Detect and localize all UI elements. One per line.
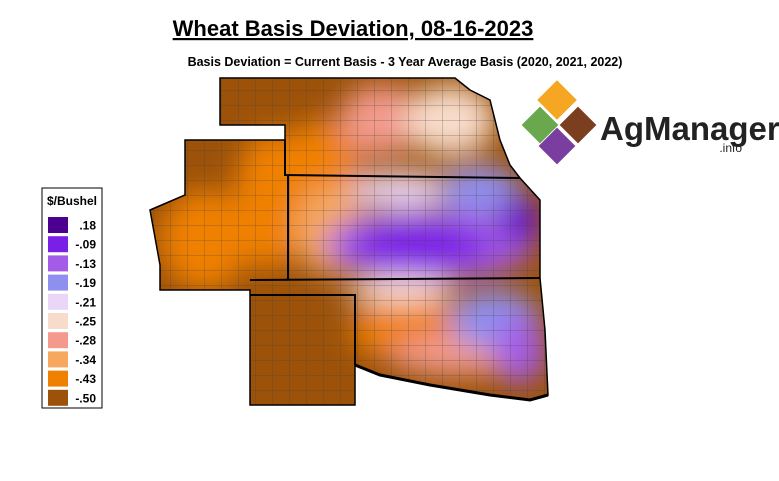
basis-map [150, 78, 548, 405]
legend-swatch [48, 236, 68, 253]
legend-swatch [48, 351, 68, 368]
legend: $/Bushel .18 -.09 -.13 -.19 -.21 -.25 -.28 -.34… [41, 187, 103, 409]
legend-swatch [48, 217, 68, 233]
legend-label: -.50 [75, 391, 96, 405]
legend-title: $/Bushel [47, 194, 97, 208]
legend-swatch [48, 255, 68, 272]
legend-swatch [48, 313, 68, 329]
logo-suffix: .info [719, 141, 742, 155]
logo-name: AgManager [600, 110, 779, 147]
legend-label: -.25 [75, 315, 96, 329]
legend-swatch [48, 370, 68, 387]
legend-label: -.19 [75, 276, 96, 290]
legend-swatch [48, 274, 68, 291]
subtitle: Basis Deviation = Current Basis - 3 Year… [188, 55, 623, 69]
state-borders [149, 77, 549, 406]
legend-swatch [48, 293, 68, 310]
legend-label: -.13 [75, 257, 96, 271]
legend-swatch [48, 332, 68, 349]
legend-label: -.21 [75, 295, 96, 309]
legend-swatch [48, 389, 68, 406]
legend-label: -.09 [75, 238, 96, 252]
legend-label: .18 [79, 219, 96, 233]
legend-label: -.28 [75, 334, 96, 348]
legend-label: -.43 [75, 372, 96, 386]
logo: AgManager .info [521, 80, 779, 165]
legend-label: -.34 [75, 353, 96, 367]
title: Wheat Basis Deviation, 08-16-2023 [173, 16, 534, 41]
